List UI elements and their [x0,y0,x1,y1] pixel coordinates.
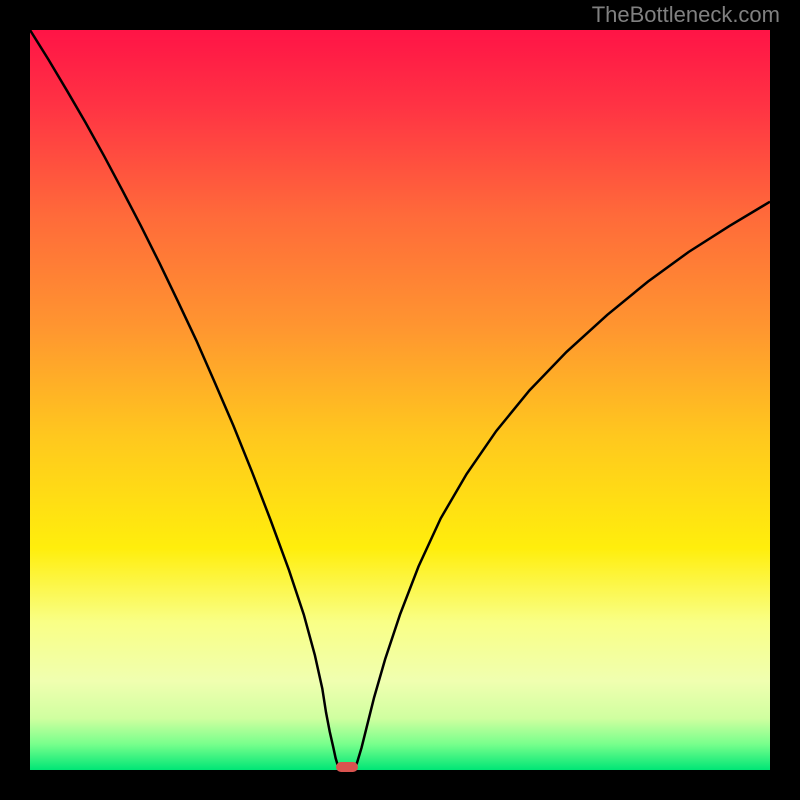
curve-layer [30,30,770,770]
curve-left-branch [30,30,340,770]
curve-right-branch [354,202,770,770]
minimum-marker [336,762,358,772]
plot-area [30,30,770,770]
watermark-text: TheBottleneck.com [592,2,780,28]
